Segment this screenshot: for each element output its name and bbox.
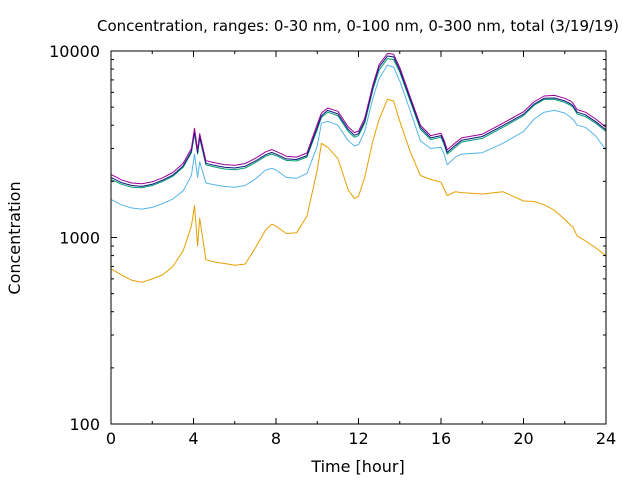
ticks-layer: 0 4 8 12 16 20 24 100 1000 10000 xyxy=(49,42,616,448)
y-tick-label: 10000 xyxy=(49,42,100,61)
series-line-1 xyxy=(110,98,607,283)
plot-frame xyxy=(110,50,607,425)
y-axis-title: Concentration xyxy=(5,181,24,294)
series-line-3 xyxy=(110,58,607,189)
x-axis-title: Time [hour] xyxy=(310,457,404,476)
x-tick-label: 0 xyxy=(106,429,116,448)
x-tick-label: 8 xyxy=(271,429,281,448)
chart-title: Concentration, ranges: 0-30 nm, 0-100 nm… xyxy=(97,17,619,35)
series-layer xyxy=(110,53,607,283)
series-line-2 xyxy=(110,64,607,210)
x-tick-label: 24 xyxy=(596,429,616,448)
series-line-5 xyxy=(110,53,607,185)
x-tick-label: 4 xyxy=(188,429,198,448)
x-tick-label: 20 xyxy=(513,429,533,448)
x-tick-label: 12 xyxy=(348,429,368,448)
x-tick-label: 16 xyxy=(431,429,451,448)
y-tick-label: 1000 xyxy=(59,229,100,248)
y-tick-label: 100 xyxy=(69,415,100,434)
